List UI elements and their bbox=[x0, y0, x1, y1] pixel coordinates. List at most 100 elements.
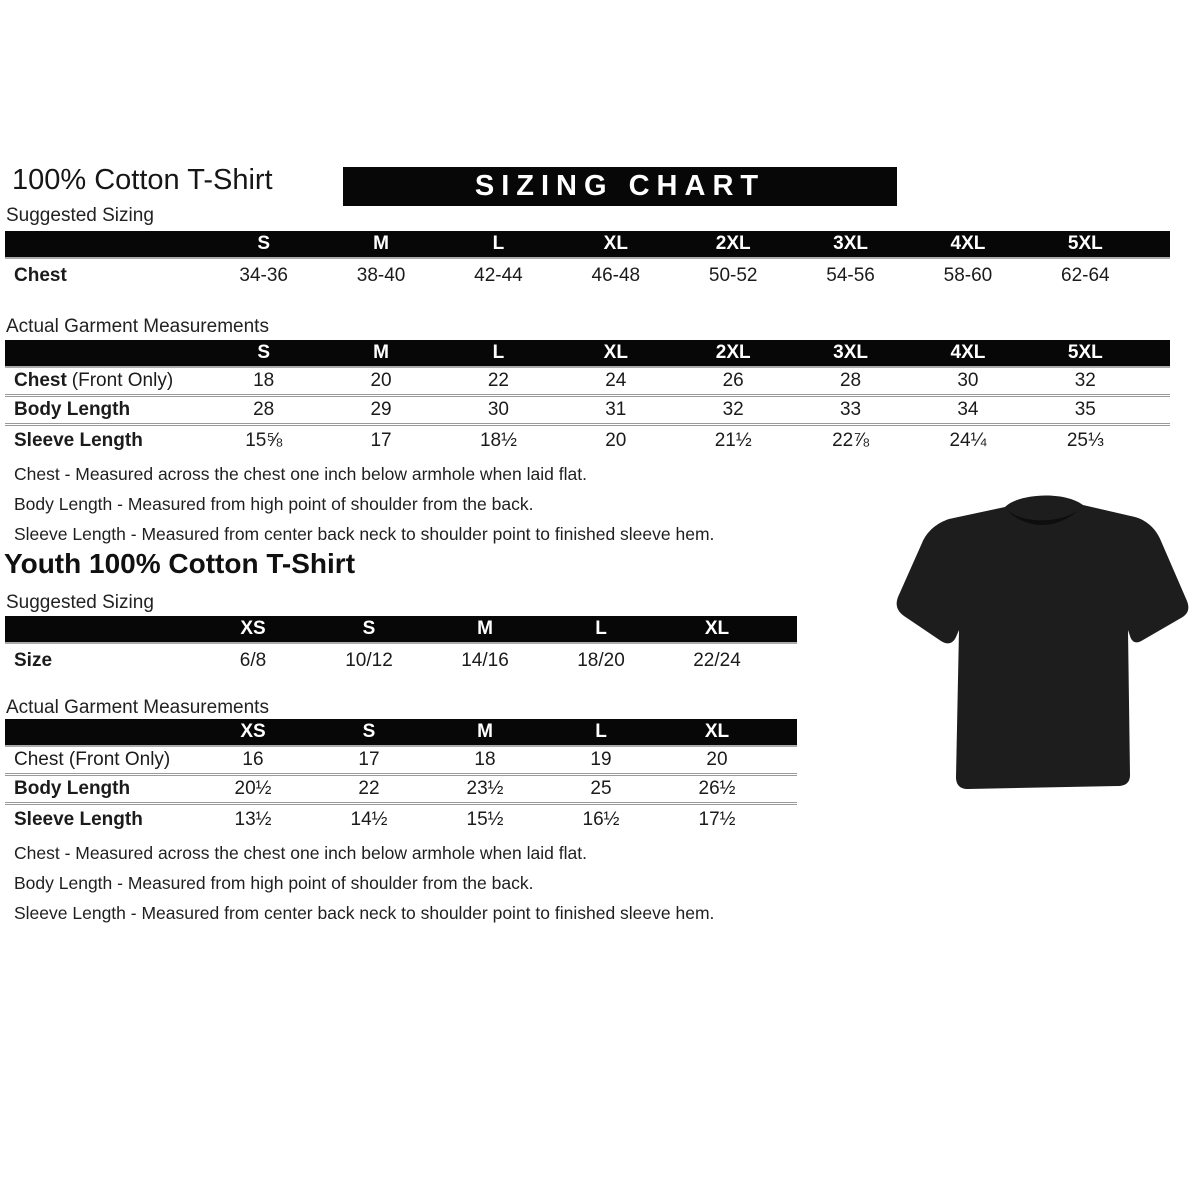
table-cell: 17 bbox=[370, 429, 392, 451]
column-header-xs: XS bbox=[240, 721, 266, 742]
column-header-m: M bbox=[477, 721, 493, 742]
column-header-s: S bbox=[362, 618, 376, 639]
table-cell: 50-52 bbox=[708, 264, 758, 286]
table-cell: 28 bbox=[839, 370, 862, 391]
column-header-s: S bbox=[257, 342, 271, 363]
column-header-3xl: 3XL bbox=[833, 342, 868, 363]
column-header-5xl: 5XL bbox=[1067, 342, 1103, 363]
note-body-length: Body Length - Measured from high point o… bbox=[14, 494, 534, 514]
adult-chest-row: Chest (Front Only) 18 20 22 24 26 28 30 3… bbox=[5, 368, 1170, 397]
adult-body-length-row: Body Length 28 29 30 31 32 33 34 35 bbox=[5, 397, 1170, 426]
table-cell: 26½ bbox=[698, 778, 736, 799]
column-header-3xl: 3XL bbox=[833, 233, 868, 254]
table-cell: 22 bbox=[358, 778, 380, 799]
table-cell: 35 bbox=[1074, 399, 1096, 420]
adult-suggested-sizing-table: S M L XL 2XL 3XL 4XL 5XL Chest 34-36 38-… bbox=[5, 231, 1170, 292]
column-header-4xl: 4XL bbox=[950, 342, 986, 363]
row-label: Sleeve Length bbox=[14, 429, 143, 451]
table-cell: 42-44 bbox=[474, 264, 523, 286]
black-tshirt-image bbox=[896, 495, 1189, 789]
adult-actual-measurements-table: S M L XL 2XL 3XL 4XL 5XL Chest (Front Onl… bbox=[5, 340, 1170, 455]
youth-actual-measurements-label: Actual Garment Measurements bbox=[6, 697, 269, 718]
table-cell: 25 bbox=[590, 778, 612, 799]
youth-size-row: Size 6/8 10/12 14/16 18/20 22/24 bbox=[5, 644, 797, 677]
column-header-m: M bbox=[373, 342, 389, 363]
youth-chest-row: Chest (Front Only) 16 17 18 19 20 bbox=[5, 747, 797, 776]
table-cell: 30 bbox=[487, 399, 509, 420]
table-cell: 34-36 bbox=[239, 264, 288, 286]
table-cell: 13½ bbox=[234, 808, 272, 830]
column-header-s: S bbox=[257, 233, 271, 254]
table-cell: 17 bbox=[358, 749, 380, 770]
table-cell: 29 bbox=[370, 399, 392, 420]
table-cell: 58-60 bbox=[943, 264, 993, 286]
column-header-5xl: 5XL bbox=[1067, 233, 1103, 254]
adult-sleeve-length-row: Sleeve Length 15⅝ 17 18½ 20 21½ 22⅞ 24¼ … bbox=[5, 426, 1170, 455]
table-cell: 20 bbox=[706, 749, 728, 770]
column-header-m: M bbox=[477, 618, 493, 639]
adult-suggested-sizing-label: Suggested Sizing bbox=[6, 205, 154, 226]
tshirt-body-shape bbox=[896, 495, 1189, 789]
table-cell: 62-64 bbox=[1061, 264, 1110, 286]
table-cell: 33 bbox=[839, 399, 862, 420]
adult-actual-header-row: S M L XL 2XL 3XL 4XL 5XL bbox=[5, 340, 1170, 368]
sizing-chart-banner-label: SIZING CHART bbox=[474, 170, 766, 202]
table-cell: 54-56 bbox=[826, 264, 875, 286]
row-label: Chest (Front Only) bbox=[14, 749, 171, 770]
table-cell: 20½ bbox=[234, 778, 272, 799]
table-cell: 19 bbox=[590, 749, 612, 770]
column-header-2xl: 2XL bbox=[715, 233, 751, 254]
table-cell: 30 bbox=[957, 370, 979, 391]
column-header-4xl: 4XL bbox=[950, 233, 986, 254]
note-chest: Chest - Measured across the chest one in… bbox=[14, 464, 587, 484]
sizing-chart-banner: SIZING CHART bbox=[343, 167, 897, 206]
table-cell: 15½ bbox=[466, 808, 504, 830]
column-header-l: L bbox=[492, 233, 505, 254]
column-header-l: L bbox=[595, 618, 607, 639]
youth-body-length-row: Body Length 20½ 22 23½ 25 26½ bbox=[5, 776, 797, 805]
column-header-2xl: 2XL bbox=[715, 342, 751, 363]
table-cell: 22 bbox=[487, 370, 509, 391]
youth-measurement-notes: Chest - Measured across the chest one in… bbox=[14, 838, 714, 928]
column-header-xl: XL bbox=[603, 342, 628, 363]
adult-chest-suggested-row: Chest 34-36 38-40 42-44 46-48 50-52 54-5… bbox=[5, 259, 1170, 292]
row-label: Sleeve Length bbox=[14, 808, 143, 830]
table-cell: 24 bbox=[605, 370, 627, 391]
table-cell: 31 bbox=[605, 399, 627, 420]
table-cell: 20 bbox=[605, 429, 627, 451]
table-cell: 24¼ bbox=[949, 429, 987, 451]
youth-actual-measurements-table: XS S M L XL Chest (Front Only) 16 17 18 … bbox=[5, 719, 797, 834]
row-label: Chest (Front Only) bbox=[5, 370, 205, 392]
note-body-length: Body Length - Measured from high point o… bbox=[14, 873, 534, 893]
table-cell: 18 bbox=[474, 749, 496, 770]
row-label: Chest bbox=[14, 264, 67, 286]
column-header-m: M bbox=[373, 233, 389, 254]
youth-suggested-header-row: XS S M L XL bbox=[5, 616, 797, 644]
table-cell: 16 bbox=[242, 749, 264, 770]
youth-suggested-sizing-table: XS S M L XL Size 6/8 10/12 14/16 18/20 2… bbox=[5, 616, 797, 677]
table-cell: 32 bbox=[1074, 370, 1096, 391]
table-cell: 18/20 bbox=[577, 649, 625, 671]
note-sleeve-length: Sleeve Length - Measured from center bac… bbox=[14, 903, 715, 923]
table-cell: 23½ bbox=[466, 778, 504, 799]
table-cell: 22/24 bbox=[693, 649, 741, 671]
table-cell: 20 bbox=[370, 370, 392, 391]
youth-section-title: Youth 100% Cotton T-Shirt bbox=[4, 548, 356, 579]
table-cell: 26 bbox=[722, 370, 744, 391]
note-sleeve-length: Sleeve Length - Measured from center bac… bbox=[14, 524, 715, 544]
youth-suggested-sizing-label: Suggested Sizing bbox=[6, 592, 154, 613]
row-label-main: Chest bbox=[14, 370, 67, 391]
row-label: Body Length bbox=[14, 399, 131, 420]
column-header-xl: XL bbox=[704, 618, 730, 639]
column-header-l: L bbox=[595, 721, 607, 742]
column-header-xs: XS bbox=[240, 618, 266, 639]
note-chest: Chest - Measured across the chest one in… bbox=[14, 843, 587, 863]
row-label: Body Length bbox=[14, 778, 131, 799]
table-cell: 18½ bbox=[479, 429, 517, 451]
table-cell: 6/8 bbox=[239, 649, 267, 671]
table-cell: 46-48 bbox=[591, 264, 641, 286]
table-cell: 22⅞ bbox=[832, 429, 870, 451]
youth-actual-header-row: XS S M L XL bbox=[5, 719, 797, 747]
table-cell: 18 bbox=[253, 370, 275, 391]
